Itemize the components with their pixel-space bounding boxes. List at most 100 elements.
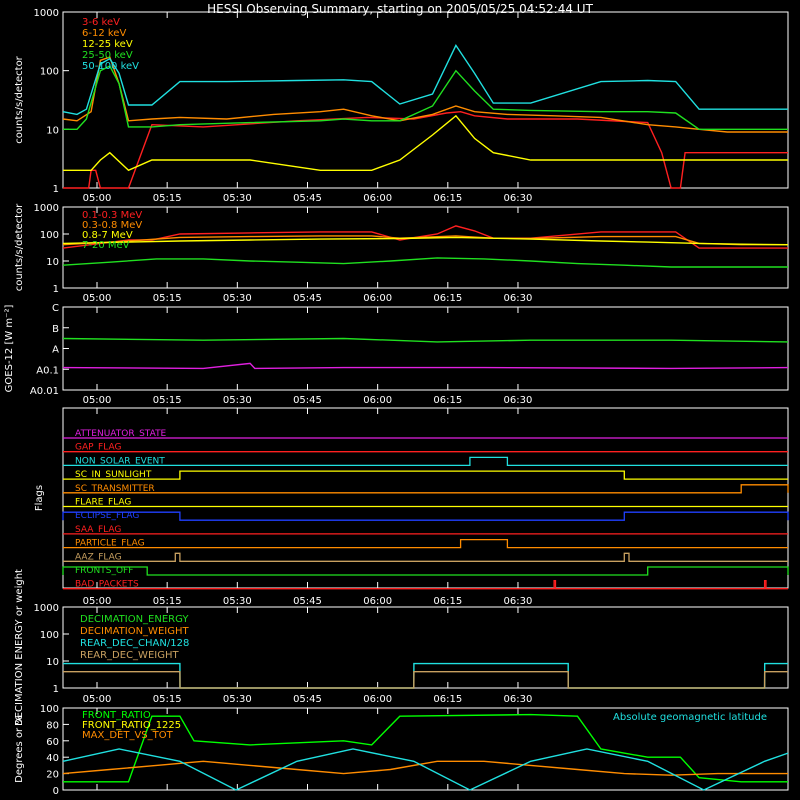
y-tick-label: C: [52, 303, 59, 314]
legend-entry: MAX_DET_VS_TOT: [82, 730, 174, 741]
series-line: [63, 671, 788, 689]
x-tick-label: 06:30: [504, 293, 533, 304]
y-tick-label: 10: [46, 257, 59, 268]
series-line: [62, 56, 788, 133]
series-line: [63, 114, 788, 172]
legend-entry: 25-50 keV: [82, 50, 133, 61]
x-tick-label: 06:30: [504, 395, 533, 406]
legend-entry: 6-12 keV: [82, 28, 126, 39]
flag-trace: [63, 552, 788, 562]
y-tick-label: B: [52, 324, 59, 335]
y-tick-label: A0.1: [36, 365, 59, 376]
y-axis-label: counts/s/detector: [14, 203, 25, 291]
x-tick-label: 06:15: [433, 596, 462, 607]
y-tick-label: 1: [53, 184, 59, 195]
x-tick-label: 06:00: [363, 596, 392, 607]
flag-trace: [63, 470, 788, 480]
series-line: [62, 236, 789, 246]
x-tick-label: 05:15: [153, 395, 182, 406]
y-tick-label: A: [52, 345, 59, 356]
panel-decim: 05:00 05:15 05:30 05:45 06:00 06:15 06:30 1 10 10…: [14, 569, 789, 726]
flag-label: FLARE_FLAG: [75, 498, 131, 508]
legend-entry: DECIMATION_WEIGHT: [80, 626, 189, 637]
y-axis-label: GOES-12 [W m⁻²]: [4, 305, 15, 393]
x-tick-label: 05:00: [83, 293, 112, 304]
panel-ratio: 0 20 40 60 80 100 Degrees or % FRONT_RATIOFRONT…: [14, 704, 789, 797]
y-axis-label: Flags: [34, 485, 45, 511]
flag-trace: [63, 456, 788, 467]
x-tick-label: 06:00: [363, 694, 392, 705]
legend-entry: 0.8-7 MeV: [82, 230, 133, 241]
chart-layers: 05:00 05:15 05:30 05:45 06:00 06:15 06:3011010…: [4, 8, 789, 797]
legend-entry: Absolute geomagnetic latitude: [613, 712, 767, 723]
x-tick-label: 06:30: [504, 193, 533, 204]
x-tick-label: 05:15: [153, 694, 182, 705]
x-tick-label: 05:30: [223, 293, 252, 304]
series-line: [62, 225, 788, 249]
x-tick-label: 05:45: [293, 193, 322, 204]
y-tick-label: 80: [46, 720, 59, 731]
y-tick-label: 100: [40, 230, 59, 241]
panel-goes: 05:00 05:15 05:30 05:45 06:00 06:15 06:30 A0.01…: [4, 303, 789, 406]
y-tick-label: 1: [53, 684, 59, 695]
x-tick-label: 05:15: [153, 193, 182, 204]
series-line: [62, 257, 788, 268]
chart-title: HESSI Observing Summary, starting on 200…: [207, 2, 593, 16]
flag-label: NON_SOLAR_EVENT: [75, 456, 165, 466]
legend-entry: REAR_DEC_WEIGHT: [80, 650, 179, 661]
flag-label: GAP_FLAG: [75, 443, 121, 453]
flag-trace: [62, 511, 789, 521]
x-tick-label: 05:30: [223, 694, 252, 705]
y-tick-label: 100: [40, 704, 59, 715]
y-tick-label: 0: [53, 786, 59, 797]
panel-low: 05:00 05:15 05:30 05:45 06:00 06:15 06:30 1 10 10…: [14, 8, 789, 204]
legend-entry: DECIMATION_ENERGY: [80, 614, 189, 625]
panel-frame: [62, 11, 789, 189]
legend-entry: 50-100 keV: [82, 61, 139, 72]
y-tick-label: 40: [46, 753, 59, 764]
series-line: [62, 748, 789, 791]
panel-frame: [62, 606, 789, 689]
x-tick-label: 05:00: [83, 395, 112, 406]
legend-entry: 0.1-0.3 MeV: [82, 210, 142, 221]
x-tick-label: 05:45: [293, 395, 322, 406]
flag-label: SAA_FLAG: [75, 525, 121, 535]
flag-label: ECLIPSE_FLAG: [75, 511, 139, 521]
x-tick-label: 05:30: [223, 395, 252, 406]
x-tick-label: 06:00: [363, 293, 392, 304]
panel-flags: 05:00 05:15 05:30 05:45 06:00 06:15 06:30 Flags…: [34, 407, 789, 607]
panel-frame: [62, 707, 789, 791]
x-tick-label: 06:15: [433, 293, 462, 304]
series-line: [63, 713, 788, 783]
x-tick-label: 06:00: [363, 193, 392, 204]
y-tick-label: 100: [40, 67, 59, 78]
series-line: [62, 43, 788, 116]
legend-entry: 0.3-0.8 MeV: [82, 220, 142, 231]
legend-entry: 3-6 keV: [82, 17, 120, 28]
y-tick-label: 10: [46, 125, 59, 136]
flag-trace: [63, 580, 788, 590]
x-tick-label: 05:45: [293, 694, 322, 705]
x-tick-label: 05:30: [223, 193, 252, 204]
y-tick-label: 20: [46, 770, 59, 781]
series-line: [62, 362, 789, 370]
legend-entry: FRONT_RATIO: [82, 710, 151, 721]
legend-entry: FRONT_RATIO_1225: [82, 720, 181, 731]
x-tick-label: 05:45: [293, 596, 322, 607]
x-tick-label: 05:15: [153, 596, 182, 607]
flag-trace: [62, 566, 789, 576]
y-tick-label: 1: [53, 284, 59, 295]
x-tick-label: 05:00: [83, 596, 112, 607]
flag-trace: [63, 484, 789, 494]
series-line: [62, 235, 788, 246]
legend-entry: 7-20 MeV: [82, 240, 130, 251]
flag-label: PARTICLE_FLAG: [75, 539, 145, 549]
y-tick-label: 1000: [34, 603, 59, 614]
y-tick-label: 1000: [34, 8, 59, 19]
x-tick-label: 06:30: [504, 596, 533, 607]
flag-label: ATTENUATOR_STATE: [75, 429, 167, 439]
y-tick-label: 10: [46, 657, 59, 668]
y-axis-label: DECIMATION ENERGY or weight: [14, 569, 25, 726]
flag-label: BAD_PACKETS: [75, 580, 139, 590]
